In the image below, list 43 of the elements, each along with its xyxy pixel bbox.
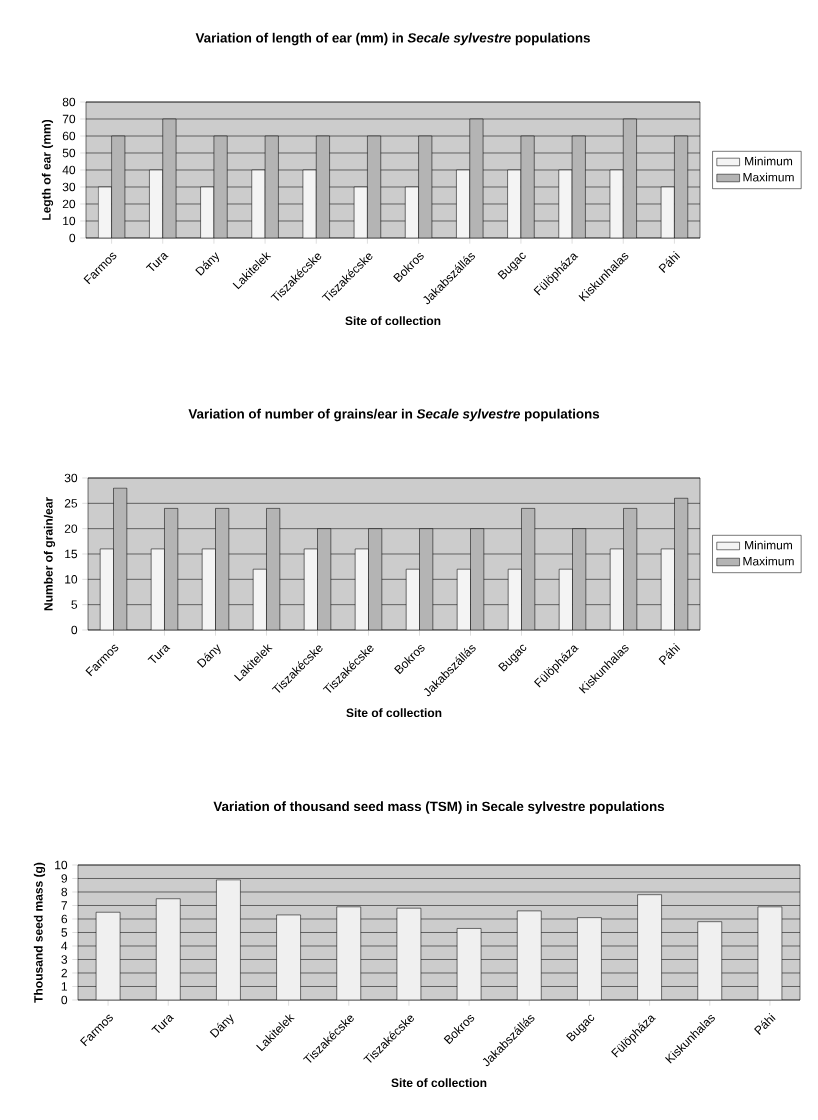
legend-label: Maximum (743, 556, 794, 566)
chart-title: Variation of thousand seed mass (TSM) in Secale sylvestre populations (213, 801, 665, 814)
legend-label: Maximum (743, 172, 794, 182)
legend-label: Minimum (745, 540, 793, 550)
y-tick-label: 9 (61, 874, 68, 883)
y-tick-label: 30 (64, 473, 78, 483)
legend-label: Minimum (745, 156, 793, 166)
y-tick-label: 60 (62, 131, 76, 141)
y-tick-label: 50 (62, 148, 76, 158)
chart-title: Variation of length of ear (mm) in Secale sylvestre populations (195, 32, 590, 46)
y-tick-label: 3 (61, 955, 68, 964)
x-axis-title: Site of collection (345, 316, 441, 326)
y-tick-label: 1 (61, 982, 68, 991)
y-tick-label: 10 (55, 860, 68, 870)
y-tick-label: 0 (69, 233, 76, 243)
y-tick-label: 20 (62, 199, 76, 209)
x-tick-label: Tura (145, 253, 169, 272)
y-tick-label: 15 (65, 549, 78, 559)
y-tick-label: 7 (61, 901, 67, 910)
x-tick-label: Tura (147, 645, 171, 664)
x-axis-title: Site of collection (346, 708, 442, 718)
y-tick-label: 0 (71, 625, 78, 635)
y-tick-label: 10 (63, 216, 76, 226)
chart-title: Variation of number of grains/ear in Secale sylvestre populations (188, 408, 600, 422)
y-tick-label: 8 (61, 887, 68, 897)
y-tick-label: 5 (71, 600, 78, 609)
y-tick-label: 6 (61, 914, 68, 924)
y-tick-label: 5 (61, 928, 68, 937)
x-axis-title: Site of collection (391, 1078, 487, 1088)
y-tick-label: 2 (61, 968, 67, 978)
y-tick-label: 0 (61, 995, 68, 1005)
y-axis-title: Thousand seed mass (g) (33, 862, 46, 1003)
y-tick-label: 4 (61, 941, 68, 951)
y-axis-title: Number of grain/ear (43, 497, 56, 611)
y-axis-title: Legth of ear (mm) (41, 119, 54, 220)
y-tick-label: 25 (64, 499, 78, 508)
x-tick-label: Tura (151, 1015, 175, 1034)
y-tick-label: 40 (62, 165, 76, 175)
y-tick-label: 80 (62, 97, 76, 107)
y-tick-label: 70 (62, 114, 76, 124)
y-tick-label: 20 (64, 524, 78, 533)
y-tick-label: 10 (65, 575, 78, 584)
y-tick-label: 30 (62, 182, 76, 192)
